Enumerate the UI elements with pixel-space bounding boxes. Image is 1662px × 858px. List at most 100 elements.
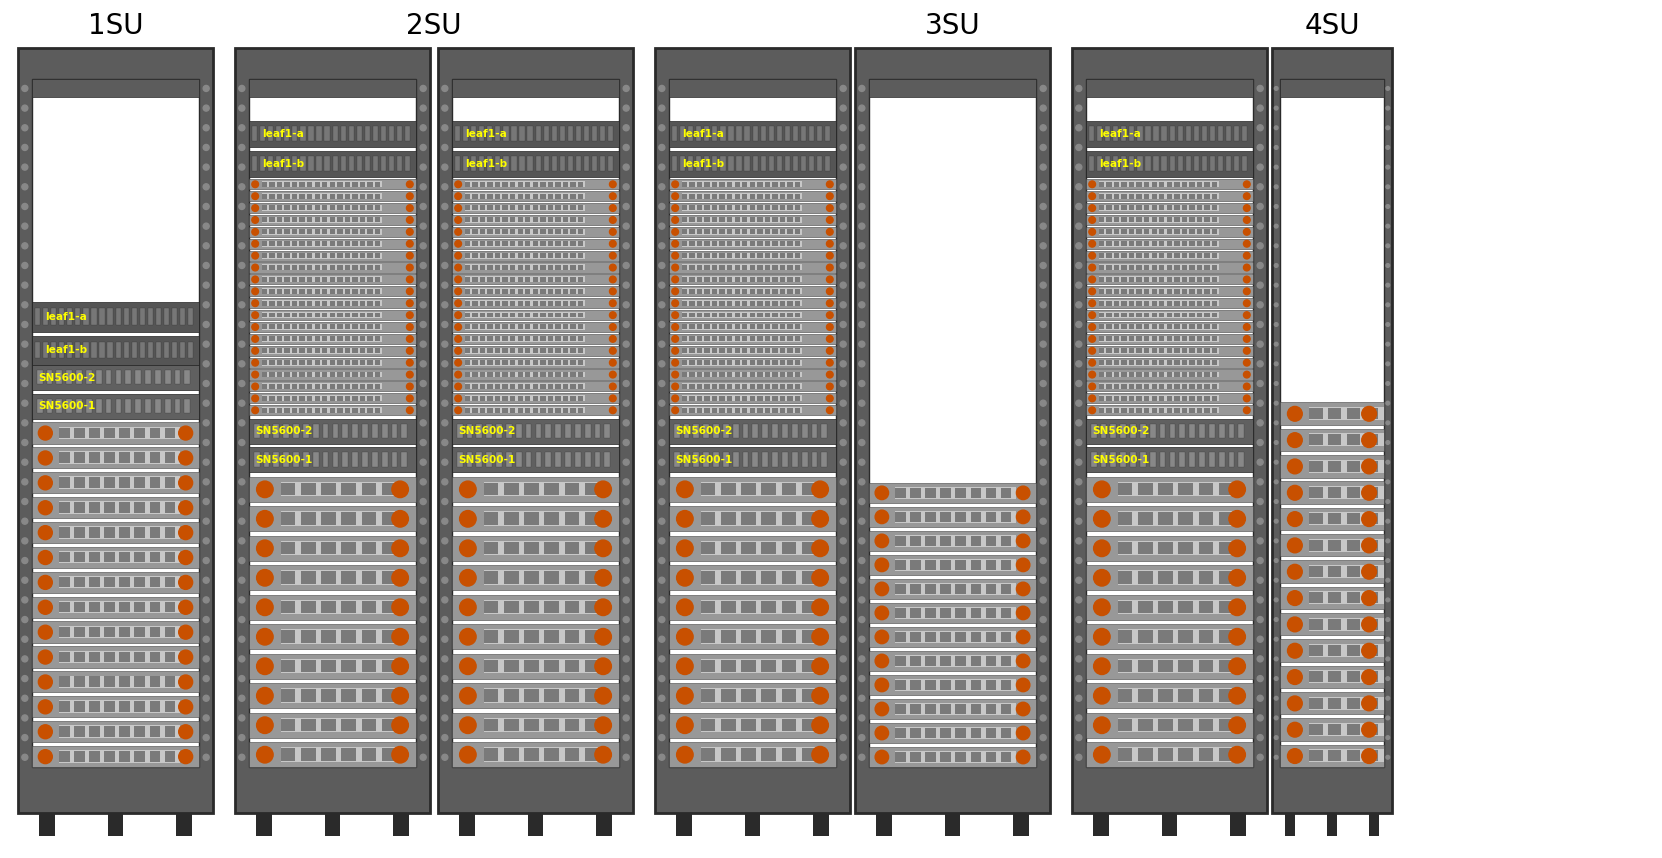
Bar: [307, 241, 312, 246]
Bar: [750, 205, 755, 210]
Bar: [284, 384, 289, 389]
Bar: [1233, 156, 1240, 172]
Bar: [941, 535, 951, 546]
Bar: [322, 348, 327, 353]
Bar: [1178, 719, 1193, 731]
Bar: [502, 336, 509, 341]
Bar: [307, 265, 312, 270]
Bar: [1099, 181, 1220, 187]
Bar: [681, 205, 686, 210]
Text: leaf1-a: leaf1-a: [465, 129, 507, 139]
Bar: [1128, 205, 1133, 210]
Bar: [1001, 535, 1012, 546]
Bar: [487, 217, 492, 222]
Circle shape: [1275, 697, 1278, 700]
Circle shape: [1075, 263, 1082, 269]
Circle shape: [623, 105, 630, 111]
Bar: [525, 288, 530, 293]
Circle shape: [658, 263, 665, 269]
Bar: [480, 360, 485, 366]
Bar: [743, 241, 748, 246]
Bar: [779, 396, 784, 401]
Circle shape: [1040, 498, 1045, 505]
Bar: [673, 424, 680, 438]
Circle shape: [203, 263, 209, 269]
Bar: [570, 408, 575, 413]
Bar: [362, 748, 376, 760]
Bar: [1143, 182, 1150, 187]
Bar: [701, 660, 715, 672]
Bar: [773, 182, 778, 187]
Bar: [1212, 324, 1217, 329]
Bar: [711, 253, 718, 258]
Circle shape: [1386, 755, 1389, 759]
Bar: [517, 205, 524, 210]
Circle shape: [658, 695, 665, 701]
Bar: [502, 229, 509, 234]
Bar: [1099, 205, 1104, 210]
Circle shape: [1243, 240, 1250, 247]
Circle shape: [876, 486, 889, 499]
Text: leaf1-b: leaf1-b: [681, 159, 725, 169]
Bar: [585, 512, 598, 525]
Bar: [484, 601, 499, 613]
Circle shape: [1075, 734, 1082, 740]
Bar: [1182, 217, 1187, 222]
Bar: [352, 253, 357, 258]
Circle shape: [841, 754, 846, 760]
Bar: [896, 486, 1015, 498]
Bar: [284, 277, 289, 281]
Bar: [1085, 298, 1253, 308]
Bar: [322, 277, 327, 281]
Bar: [150, 751, 160, 762]
Circle shape: [239, 656, 244, 662]
Bar: [165, 502, 176, 513]
Bar: [367, 229, 372, 234]
Bar: [1310, 512, 1384, 525]
Bar: [293, 360, 297, 366]
Bar: [753, 452, 758, 467]
Bar: [1173, 205, 1180, 210]
Bar: [249, 263, 417, 273]
Bar: [66, 399, 71, 413]
Bar: [249, 712, 417, 738]
Bar: [502, 277, 509, 281]
Bar: [1212, 372, 1217, 377]
Bar: [502, 348, 509, 353]
Bar: [926, 752, 936, 762]
Bar: [293, 126, 297, 142]
Bar: [668, 121, 836, 148]
Bar: [926, 511, 936, 522]
Bar: [105, 626, 115, 637]
Bar: [510, 194, 515, 198]
Bar: [510, 205, 515, 210]
Circle shape: [253, 240, 259, 247]
Circle shape: [253, 228, 259, 235]
Circle shape: [1075, 479, 1082, 485]
Circle shape: [420, 105, 425, 111]
Bar: [1137, 348, 1142, 353]
Circle shape: [1256, 380, 1263, 386]
Bar: [344, 324, 351, 329]
Bar: [502, 194, 509, 198]
Circle shape: [1075, 243, 1082, 249]
Bar: [188, 308, 193, 325]
Bar: [367, 182, 372, 187]
Bar: [495, 205, 500, 210]
Bar: [376, 217, 381, 222]
Bar: [472, 384, 477, 389]
Bar: [773, 265, 778, 270]
Bar: [701, 570, 821, 585]
Bar: [758, 348, 763, 353]
Bar: [1114, 348, 1119, 353]
Circle shape: [1075, 558, 1082, 564]
Bar: [548, 372, 553, 377]
Bar: [1001, 656, 1012, 666]
Bar: [484, 631, 499, 643]
Bar: [1178, 689, 1193, 702]
Bar: [504, 156, 509, 172]
Bar: [1218, 512, 1233, 525]
Circle shape: [658, 86, 665, 92]
Bar: [293, 194, 297, 198]
Circle shape: [442, 380, 447, 386]
